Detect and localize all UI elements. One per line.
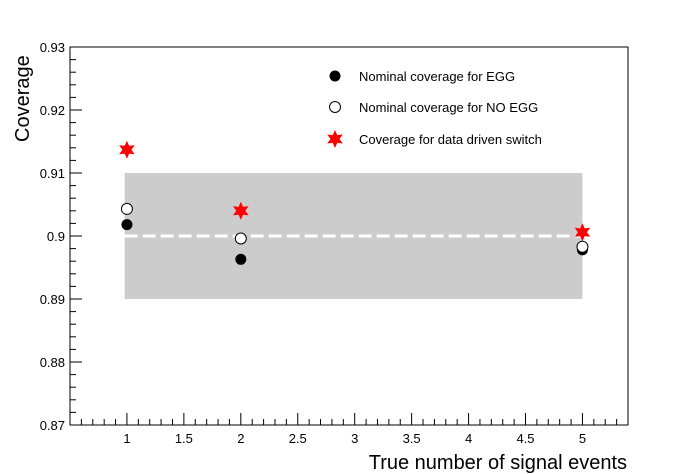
data-point-series-1: [234, 232, 247, 245]
axes: 1 1.5 2 2.5 3 3.5 4 4.5 5 0.87 0.88 0.89 0.9 0.91 0.92…: [40, 40, 629, 446]
legend-label-2: Coverage for data driven switch: [359, 132, 542, 147]
data-point-series-1: [576, 240, 589, 253]
y-tick-label: 0.88: [40, 355, 65, 370]
y-tick-label: 0.91: [40, 166, 65, 181]
legend-label-1: Nominal coverage for NO EGG: [359, 100, 538, 115]
y-tick-label: 0.87: [40, 418, 65, 433]
x-tick-label: 2: [237, 431, 244, 446]
data-point-series-1: [120, 202, 133, 215]
y-tick-label: 0.89: [40, 292, 65, 307]
legend-label-0: Nominal coverage for EGG: [359, 69, 515, 84]
data-point-series-2: [574, 223, 591, 242]
x-tick-label: 1: [123, 431, 130, 446]
data-point-series-0: [235, 253, 247, 265]
x-tick-label: 4: [465, 431, 472, 446]
x-tick-label: 3: [351, 431, 358, 446]
y-tick-label: 0.92: [40, 103, 65, 118]
y-tick-label: 0.9: [47, 229, 65, 244]
y-tick-label: 0.93: [40, 40, 65, 55]
x-axis-title: True number of signal events: [369, 452, 627, 474]
x-tick-label: 2.5: [289, 431, 307, 446]
x-tick-label: 3.5: [403, 431, 421, 446]
plot-area: [119, 140, 591, 299]
y-axis-title: Coverage: [12, 55, 34, 142]
legend: Nominal coverage for EGG Nominal coverage…: [327, 69, 542, 148]
x-tick-label: 5: [579, 431, 586, 446]
legend-marker-2: [327, 130, 343, 148]
data-point-series-0: [121, 219, 133, 231]
x-tick-label: 1.5: [175, 431, 193, 446]
data-point-series-2: [119, 140, 135, 159]
data-point-series-2: [233, 201, 249, 220]
x-tick-label: 4.5: [516, 431, 534, 446]
legend-marker-1: [329, 101, 341, 113]
legend-marker-0: [329, 70, 341, 82]
